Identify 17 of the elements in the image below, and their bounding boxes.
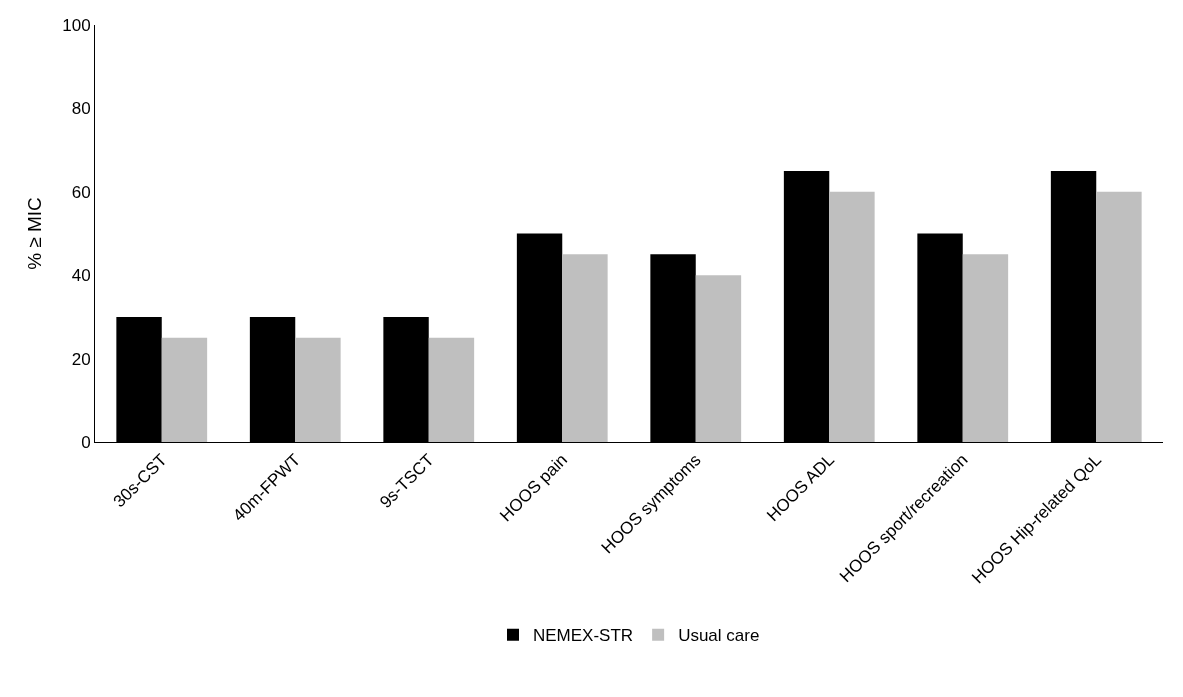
- bar: [695, 275, 742, 442]
- y-tick-label: 20: [71, 349, 91, 369]
- y-tick-label: 40: [71, 266, 91, 286]
- bar: [562, 254, 608, 442]
- y-tick-label: 100: [62, 15, 91, 35]
- bar: [428, 337, 475, 442]
- bar: [962, 254, 1009, 442]
- bar: [295, 337, 341, 442]
- bar: [1096, 191, 1142, 442]
- legend-label: Usual care: [678, 626, 760, 646]
- bar: [829, 191, 875, 442]
- y-tick-label: 0: [81, 432, 91, 452]
- y-axis-title: % ≥ MIC: [24, 197, 46, 270]
- bar: [161, 337, 208, 442]
- legend-label: NEMEX-STR: [533, 626, 634, 646]
- y-tick-label: 80: [71, 99, 91, 119]
- y-tick-label: 60: [71, 182, 91, 202]
